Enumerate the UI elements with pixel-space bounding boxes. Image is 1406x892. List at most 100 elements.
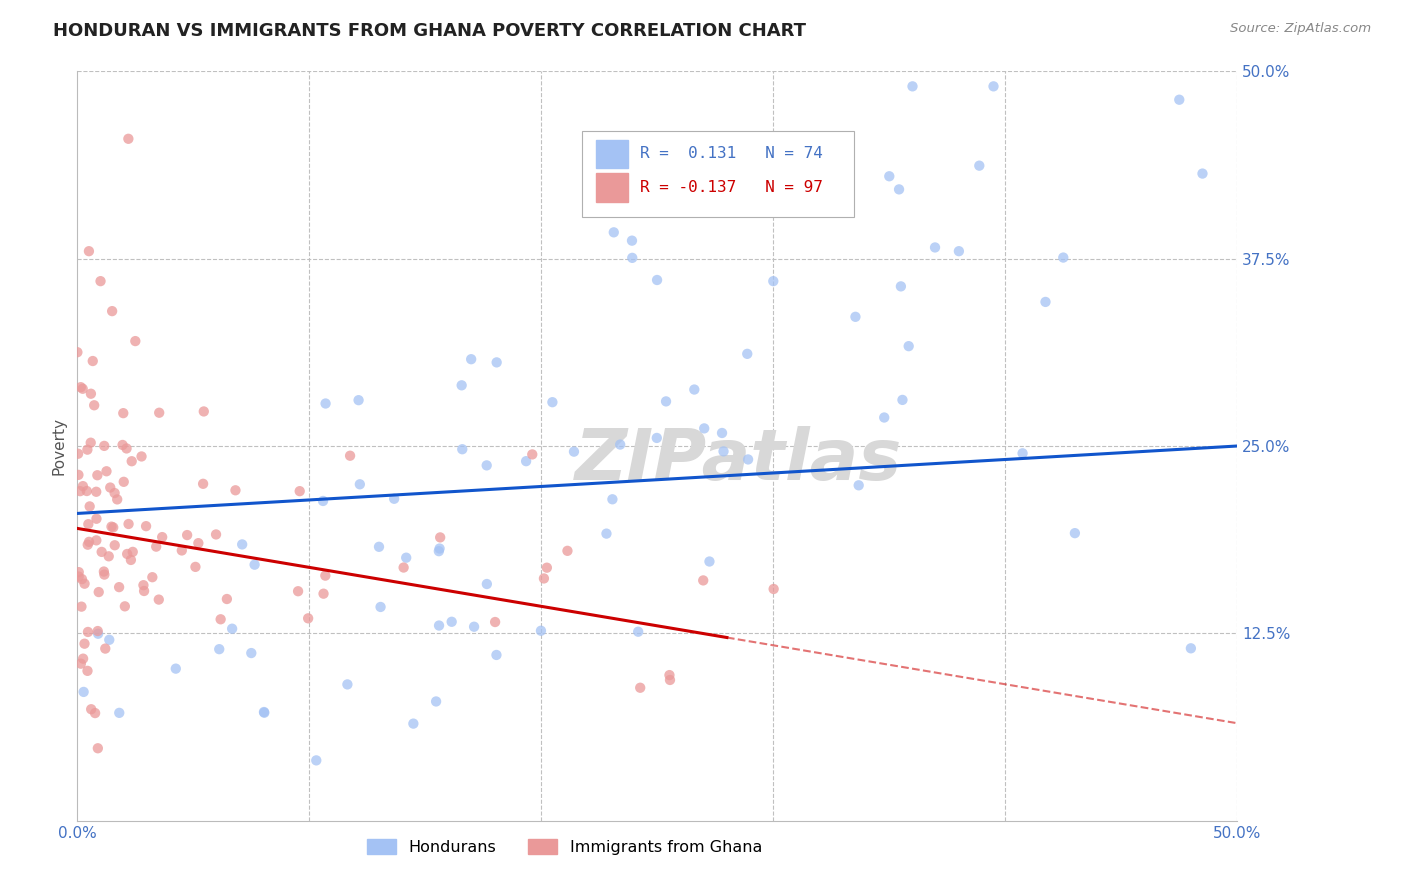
Point bbox=[76, 442, 98, 457]
Point bbox=[114, 599, 136, 614]
Point bbox=[969, 159, 991, 173]
Point bbox=[287, 584, 309, 599]
Point bbox=[87, 624, 110, 638]
Point bbox=[890, 279, 912, 293]
Point bbox=[887, 182, 910, 196]
Point bbox=[595, 526, 617, 541]
Point bbox=[187, 536, 209, 550]
Point bbox=[522, 447, 544, 461]
Point bbox=[339, 449, 361, 463]
Point bbox=[70, 572, 93, 586]
Point bbox=[117, 516, 139, 531]
Point bbox=[427, 618, 450, 632]
Point bbox=[231, 537, 253, 551]
Point bbox=[347, 393, 370, 408]
Point bbox=[205, 527, 228, 541]
Point bbox=[115, 442, 138, 456]
Point bbox=[873, 410, 896, 425]
Point bbox=[80, 386, 103, 401]
Point bbox=[541, 395, 564, 409]
Point bbox=[72, 479, 94, 493]
Point bbox=[115, 547, 138, 561]
Text: HONDURAN VS IMMIGRANTS FROM GHANA POVERTY CORRELATION CHART: HONDURAN VS IMMIGRANTS FROM GHANA POVERT… bbox=[53, 22, 807, 40]
Point bbox=[1063, 526, 1085, 541]
Point bbox=[191, 476, 214, 491]
Point bbox=[72, 685, 94, 699]
Point bbox=[627, 624, 650, 639]
Text: R =  0.131   N = 74: R = 0.131 N = 74 bbox=[640, 146, 823, 161]
Point bbox=[69, 380, 91, 394]
Point bbox=[484, 615, 506, 629]
Point bbox=[1180, 641, 1202, 656]
Point bbox=[683, 383, 706, 397]
Point bbox=[557, 544, 579, 558]
Point bbox=[609, 437, 631, 451]
Point bbox=[111, 438, 134, 452]
Point bbox=[103, 520, 125, 534]
Point bbox=[76, 664, 98, 678]
Point bbox=[901, 79, 924, 94]
Point bbox=[253, 706, 276, 720]
Point bbox=[658, 668, 681, 682]
Point bbox=[429, 541, 451, 556]
Point bbox=[121, 545, 143, 559]
Point bbox=[104, 486, 127, 500]
Point bbox=[762, 582, 785, 596]
Point bbox=[221, 622, 243, 636]
Point bbox=[713, 444, 735, 458]
Point bbox=[77, 517, 100, 532]
Point bbox=[848, 478, 870, 492]
Point bbox=[101, 304, 124, 318]
Point bbox=[67, 467, 90, 482]
Bar bbox=[596, 173, 628, 202]
Point bbox=[112, 475, 135, 489]
Point bbox=[240, 646, 263, 660]
Point bbox=[77, 534, 100, 549]
Text: ZIPatlas: ZIPatlas bbox=[575, 426, 903, 495]
Point bbox=[76, 538, 98, 552]
Point bbox=[370, 599, 392, 614]
Point bbox=[693, 421, 716, 435]
Point bbox=[76, 483, 98, 498]
Point bbox=[86, 468, 108, 483]
Point bbox=[451, 442, 474, 457]
Point bbox=[84, 706, 107, 720]
Point bbox=[86, 533, 108, 548]
Point bbox=[312, 494, 335, 508]
Point bbox=[208, 642, 231, 657]
Point bbox=[336, 677, 359, 691]
Point bbox=[645, 431, 668, 445]
Point bbox=[645, 273, 668, 287]
Point bbox=[737, 452, 759, 467]
Point bbox=[93, 439, 115, 453]
Point bbox=[427, 544, 450, 558]
Point bbox=[117, 132, 139, 146]
Point bbox=[215, 592, 238, 607]
Point bbox=[536, 560, 558, 574]
Point bbox=[530, 624, 553, 638]
Point bbox=[243, 558, 266, 572]
Point bbox=[602, 492, 624, 507]
Point bbox=[440, 615, 463, 629]
Point bbox=[96, 464, 118, 478]
Point bbox=[349, 477, 371, 491]
Point bbox=[402, 716, 425, 731]
Point bbox=[132, 584, 155, 599]
Point bbox=[844, 310, 866, 324]
Point bbox=[382, 491, 405, 506]
Point bbox=[141, 570, 163, 584]
Point bbox=[368, 540, 391, 554]
Point bbox=[77, 244, 100, 259]
Point bbox=[692, 574, 714, 588]
Point bbox=[170, 543, 193, 558]
Point bbox=[66, 345, 89, 359]
Point bbox=[79, 500, 101, 514]
Point bbox=[948, 244, 970, 259]
Point bbox=[82, 354, 104, 368]
Point bbox=[84, 484, 107, 499]
Point bbox=[924, 240, 946, 254]
Legend: Hondurans, Immigrants from Ghana: Hondurans, Immigrants from Ghana bbox=[360, 833, 769, 862]
Point bbox=[450, 378, 472, 392]
Point bbox=[1011, 446, 1033, 460]
Point bbox=[94, 641, 117, 656]
